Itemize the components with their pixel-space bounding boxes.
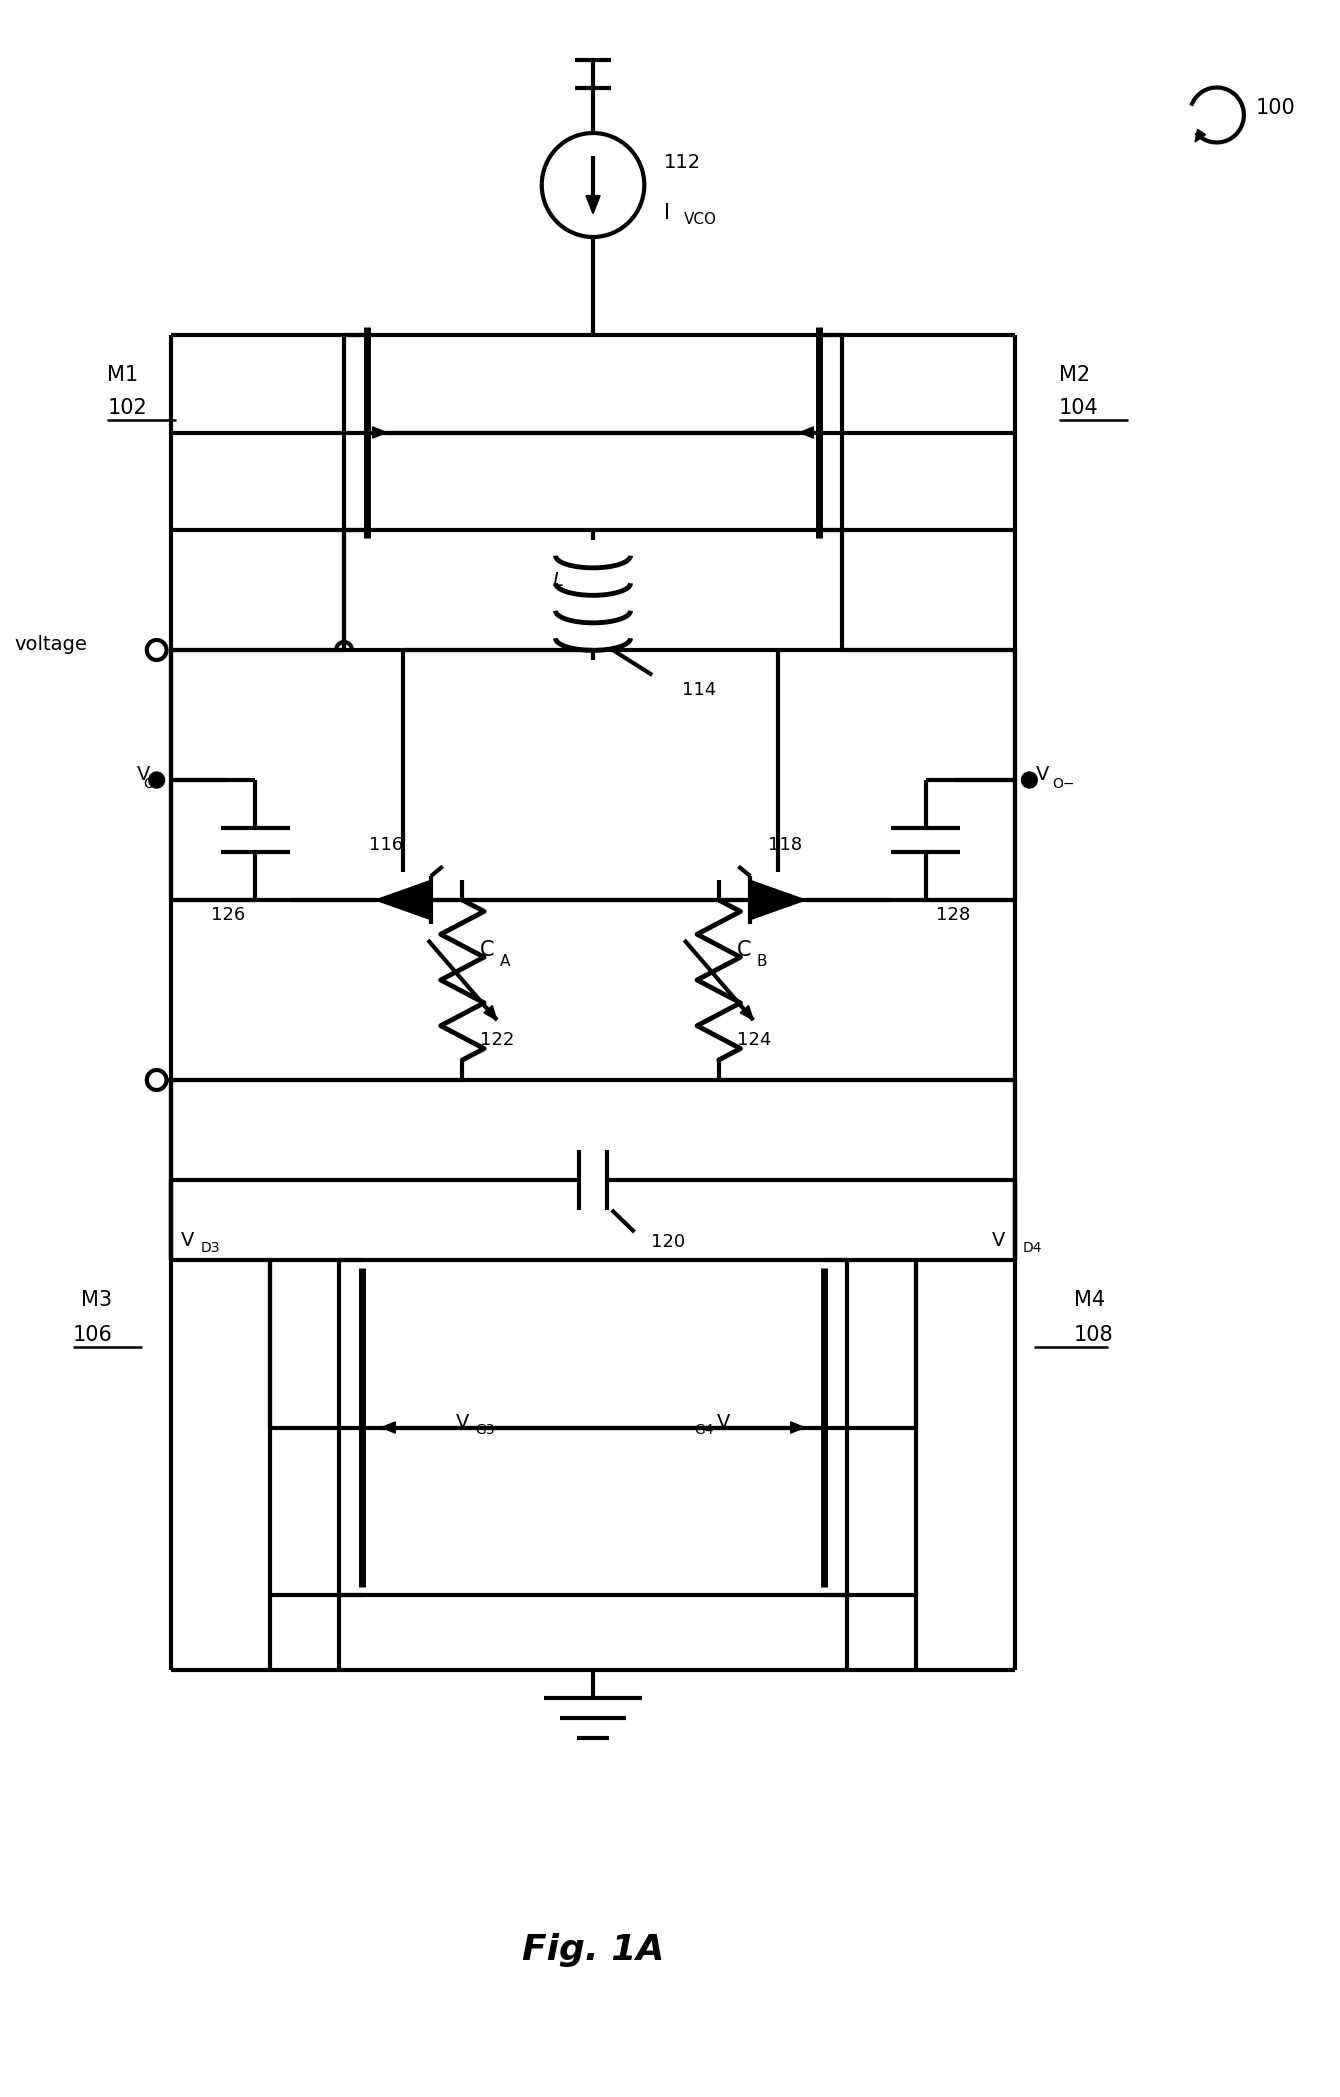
Text: D3: D3 [201, 1241, 221, 1254]
Text: 124: 124 [737, 1032, 770, 1048]
Text: L: L [552, 570, 563, 589]
Polygon shape [484, 1007, 497, 1019]
Polygon shape [373, 428, 386, 438]
Text: D4: D4 [1022, 1241, 1043, 1254]
Text: V: V [992, 1231, 1005, 1250]
Text: 102: 102 [107, 398, 147, 417]
Text: 114: 114 [682, 682, 716, 698]
Text: G4: G4 [694, 1424, 714, 1439]
Circle shape [1021, 772, 1037, 788]
Text: 108: 108 [1073, 1325, 1114, 1344]
Text: V: V [456, 1413, 469, 1432]
Text: Fig. 1A: Fig. 1A [521, 1933, 665, 1967]
Text: I: I [665, 203, 670, 222]
Text: 126: 126 [212, 906, 245, 925]
Text: B: B [756, 954, 766, 969]
Text: voltage: voltage [15, 635, 87, 654]
Text: V: V [717, 1413, 730, 1432]
Polygon shape [375, 881, 431, 921]
Polygon shape [740, 1007, 753, 1019]
Text: V: V [181, 1231, 194, 1250]
Polygon shape [750, 881, 805, 921]
Text: 122: 122 [480, 1032, 515, 1048]
Text: V: V [1036, 765, 1049, 784]
Text: G3: G3 [476, 1424, 494, 1439]
Circle shape [149, 772, 165, 788]
Text: O−: O− [1052, 778, 1075, 791]
Polygon shape [382, 1422, 395, 1432]
Text: 106: 106 [72, 1325, 113, 1344]
Text: VCO: VCO [683, 212, 717, 226]
Text: 128: 128 [935, 906, 970, 925]
Text: M1: M1 [107, 365, 138, 386]
Text: 118: 118 [768, 837, 803, 853]
Text: A: A [500, 954, 511, 969]
Text: M4: M4 [1073, 1290, 1106, 1311]
Text: 100: 100 [1256, 99, 1296, 117]
Text: M3: M3 [82, 1290, 113, 1311]
Text: 104: 104 [1059, 398, 1099, 417]
Text: M2: M2 [1059, 365, 1089, 386]
Text: C: C [480, 939, 494, 960]
Text: 116: 116 [369, 837, 403, 853]
Polygon shape [791, 1422, 804, 1432]
Text: 120: 120 [651, 1233, 685, 1252]
Text: 112: 112 [665, 153, 701, 172]
Polygon shape [800, 428, 813, 438]
Text: O+: O+ [143, 778, 166, 791]
Polygon shape [1195, 130, 1206, 143]
Text: V: V [137, 765, 150, 784]
Text: C: C [737, 939, 750, 960]
Polygon shape [586, 195, 600, 214]
